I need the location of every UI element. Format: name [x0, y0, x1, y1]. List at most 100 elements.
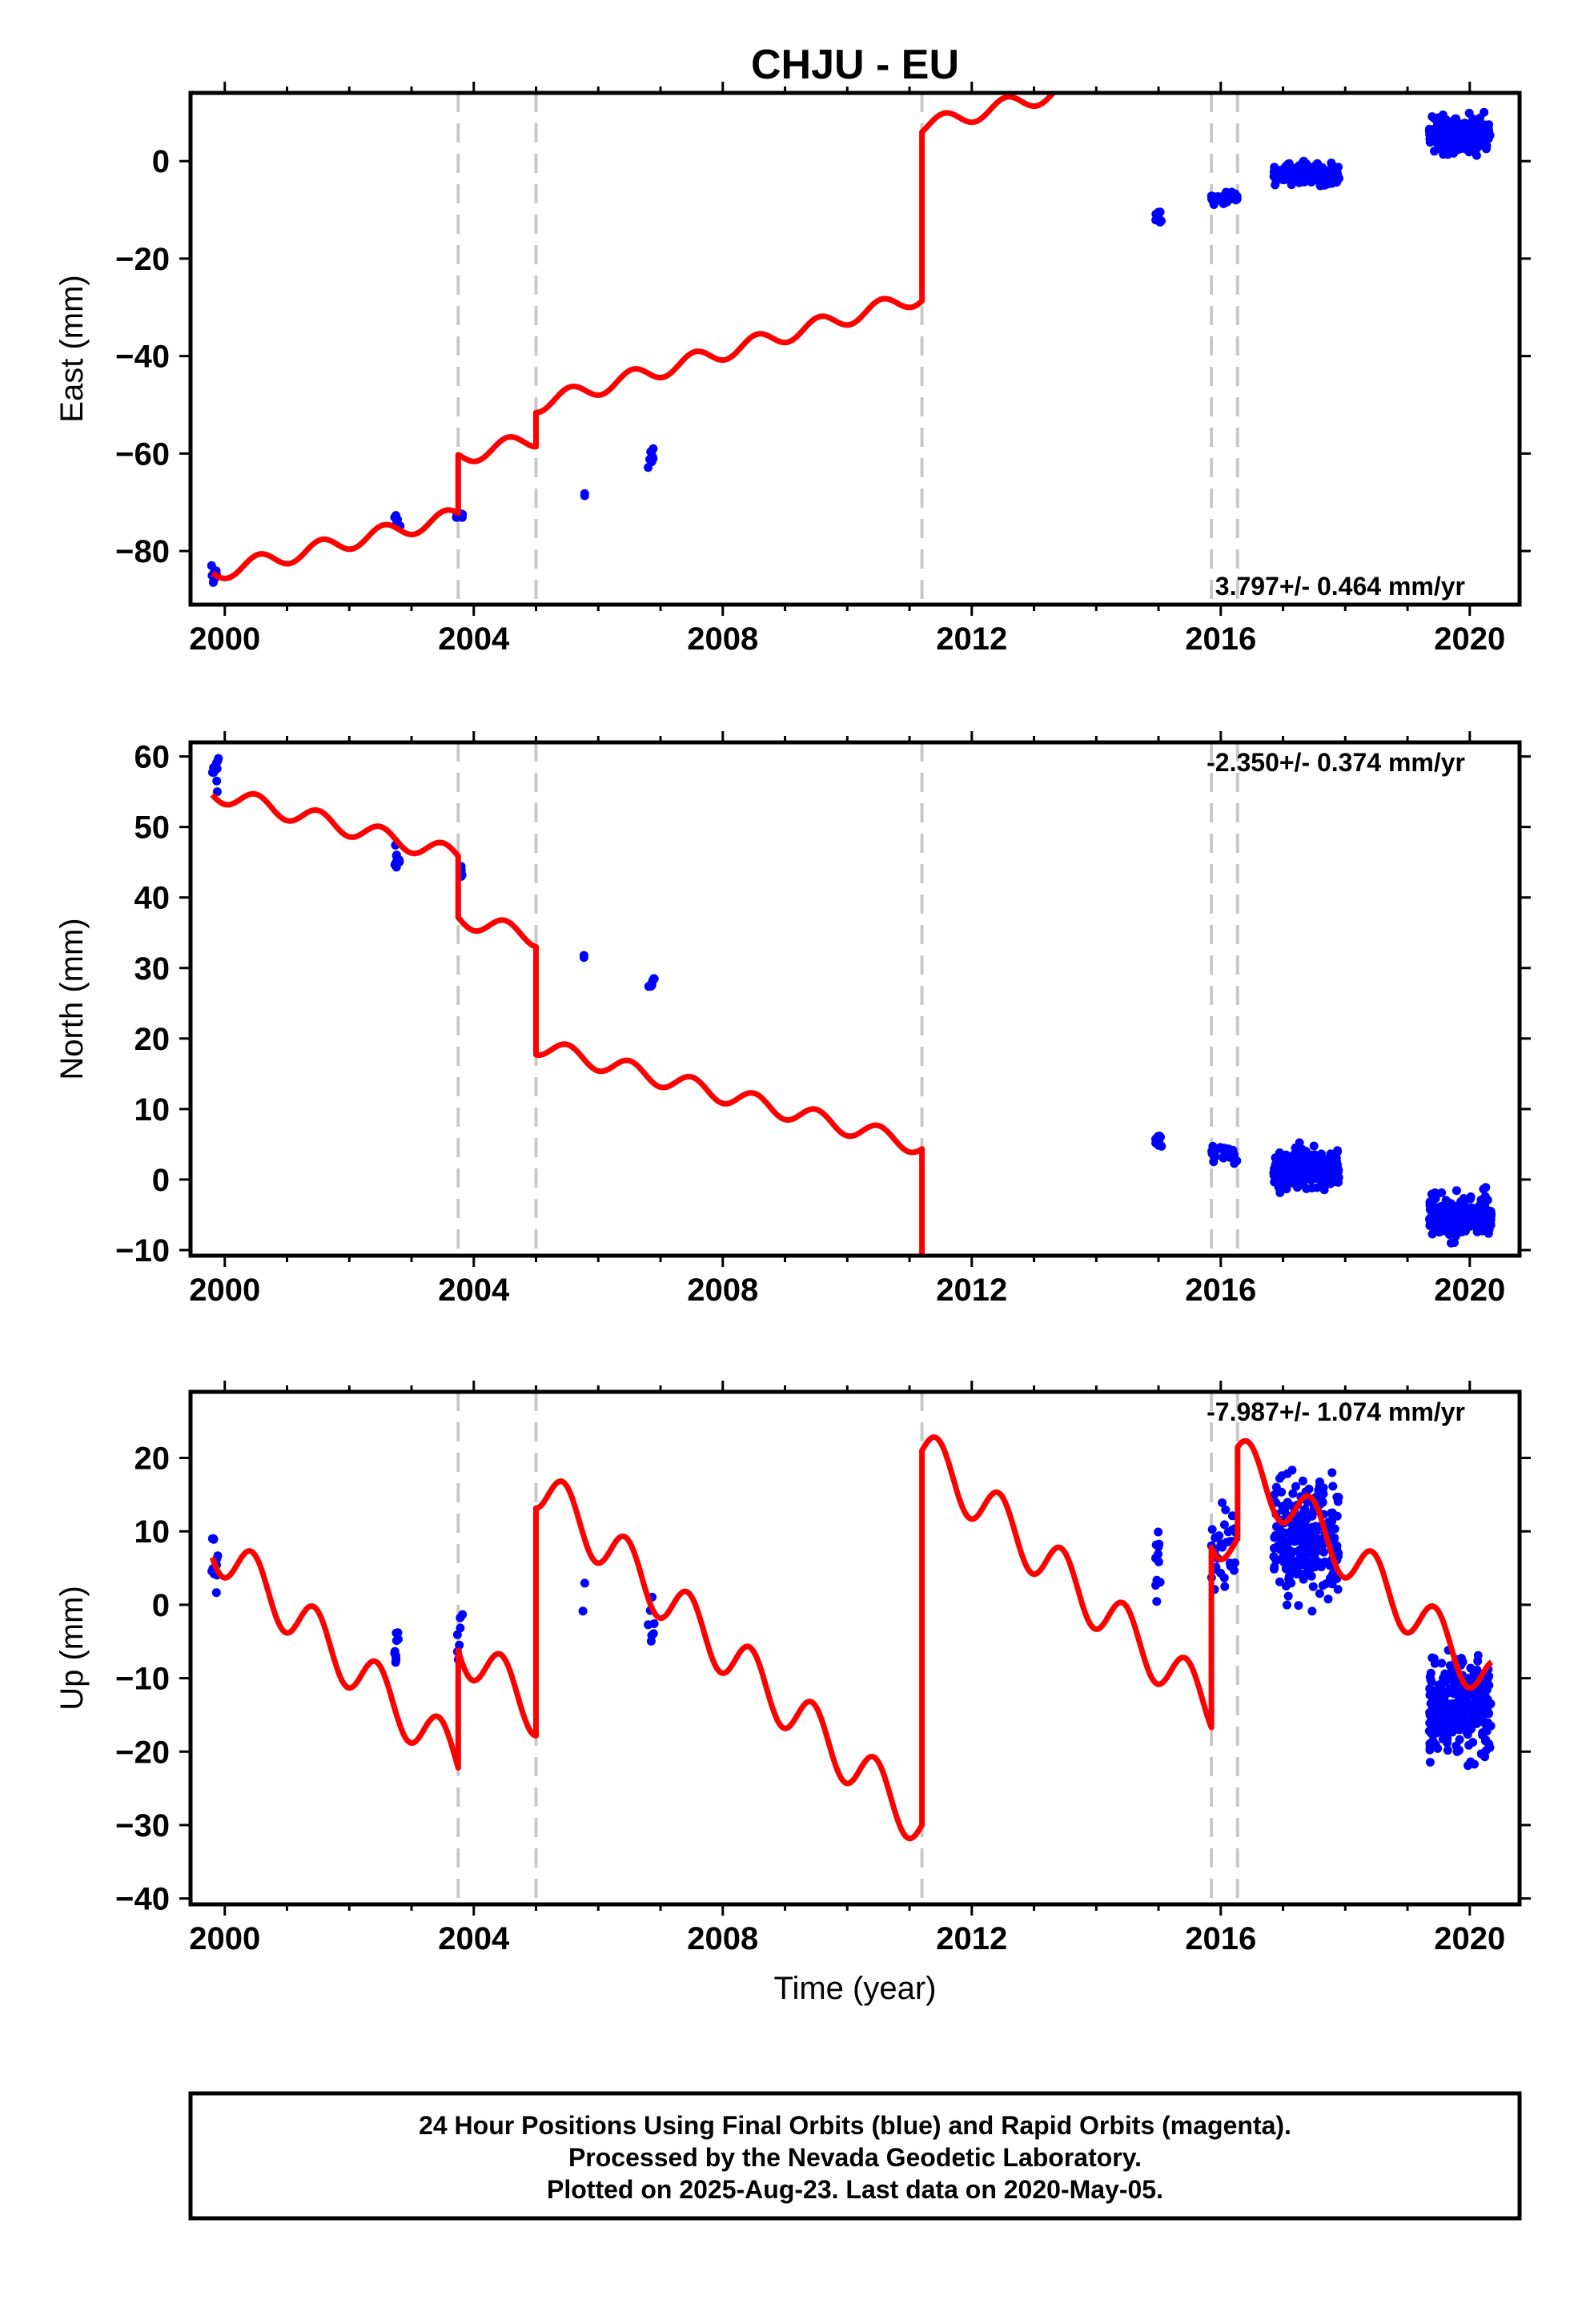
data-point: [214, 754, 223, 763]
data-point: [1431, 1714, 1440, 1723]
data-point: [207, 561, 216, 570]
data-point: [1225, 1149, 1235, 1159]
data-point: [212, 776, 222, 786]
data-point: [1486, 1216, 1496, 1225]
data-point: [1466, 1192, 1476, 1201]
data-point: [1309, 1141, 1319, 1151]
data-point: [1457, 1719, 1467, 1729]
data-point: [1455, 1683, 1464, 1693]
east-model-line: [211, 93, 1097, 581]
y-tick-label: 0: [152, 1588, 170, 1623]
y-tick-label: 40: [135, 881, 171, 916]
y-tick-label: −20: [115, 242, 170, 277]
data-point: [1218, 1498, 1227, 1507]
y-tick-label: 10: [135, 1514, 171, 1550]
data-point: [1438, 1211, 1447, 1220]
y-axis-label: Up (mm): [54, 1586, 90, 1711]
up-data-points: [207, 1466, 1496, 1771]
data-point: [1429, 114, 1439, 123]
data-point: [1312, 1161, 1322, 1171]
data-point: [579, 953, 588, 963]
data-point: [1207, 1525, 1217, 1534]
data-point: [1277, 1471, 1287, 1481]
data-point: [1474, 1710, 1484, 1719]
data-point: [1434, 144, 1443, 154]
data-point: [1282, 1173, 1291, 1183]
data-point: [648, 444, 658, 453]
data-point: [578, 1606, 588, 1616]
data-point: [1316, 1181, 1326, 1191]
caption-line-1: 24 Hour Positions Using Final Orbits (bl…: [419, 2111, 1291, 2140]
data-point: [1481, 1183, 1491, 1192]
data-point: [1327, 1468, 1337, 1478]
data-point: [1427, 1677, 1436, 1687]
data-point: [1443, 1746, 1452, 1755]
data-point: [1464, 1740, 1474, 1750]
data-point: [1447, 1238, 1456, 1248]
data-point: [1319, 1547, 1328, 1557]
x-tick-label: 2012: [936, 621, 1007, 657]
data-point: [1452, 1186, 1461, 1196]
panel-east: 2000 2004 2008 2012 2016 2020 0 −20 −40 −60 −80 Eas…: [54, 82, 1531, 657]
data-point: [1275, 1524, 1284, 1534]
data-point: [1270, 1564, 1279, 1574]
data-point: [1476, 1699, 1485, 1708]
data-point: [1428, 1703, 1438, 1712]
data-point: [1219, 1520, 1229, 1530]
x-tick-label: 2000: [189, 621, 260, 657]
data-point: [580, 489, 589, 498]
data-point: [1308, 1582, 1318, 1591]
x-tick-label: 2008: [687, 1273, 758, 1308]
y-tick-label: 30: [135, 951, 171, 987]
data-point: [1227, 194, 1236, 203]
data-point: [1271, 1556, 1281, 1566]
data-point: [452, 1630, 462, 1639]
data-point: [1450, 115, 1460, 124]
data-point: [1467, 1217, 1476, 1227]
data-point: [1307, 1606, 1317, 1616]
data-point: [1449, 1678, 1459, 1687]
caption-box: 24 Hour Positions Using Final Orbits (bl…: [188, 2091, 1522, 2221]
caption-line-3: Plotted on 2025-Aug-23. Last data on 202…: [547, 2175, 1163, 2204]
x-tick-label: 2008: [687, 1921, 758, 1956]
data-point: [390, 1647, 400, 1656]
data-point: [1307, 1571, 1316, 1581]
data-point: [1299, 1574, 1308, 1584]
data-point: [1448, 1216, 1458, 1226]
y-tick-label: 50: [135, 810, 171, 846]
east-data-points: [207, 107, 1495, 587]
data-point: [391, 862, 401, 872]
data-point: [1271, 172, 1280, 182]
data-point: [1157, 1141, 1166, 1151]
data-point: [1447, 1685, 1456, 1695]
y-axis-label: East (mm): [54, 275, 90, 422]
data-point: [1327, 159, 1336, 167]
data-point: [1327, 1168, 1337, 1178]
data-point: [1470, 1759, 1479, 1769]
x-tick-label: 2020: [1434, 621, 1505, 657]
data-point: [1455, 1735, 1464, 1744]
data-point: [1274, 1163, 1283, 1172]
data-point: [1435, 1724, 1444, 1734]
data-point: [1470, 143, 1480, 153]
data-point: [1331, 1154, 1341, 1163]
x-tick-label: 2004: [438, 621, 510, 657]
x-tick-label: 2008: [687, 621, 758, 657]
data-point: [391, 1655, 401, 1665]
data-point: [1326, 1574, 1335, 1583]
data-point: [1481, 1718, 1491, 1727]
data-point: [1215, 1531, 1224, 1541]
plot-frame: [188, 740, 1522, 1258]
data-point: [1484, 1207, 1494, 1216]
data-point: [649, 1619, 659, 1628]
data-point: [1334, 1493, 1343, 1502]
data-point: [1283, 162, 1293, 171]
data-point: [1308, 1548, 1318, 1558]
up-model-line: [209, 1434, 1494, 1842]
data-point: [1480, 1220, 1490, 1230]
data-point: [647, 981, 656, 991]
data-point: [1279, 174, 1288, 183]
data-point: [1445, 1725, 1455, 1735]
y-tick-label: −30: [115, 1808, 170, 1844]
data-point: [1476, 1195, 1486, 1204]
